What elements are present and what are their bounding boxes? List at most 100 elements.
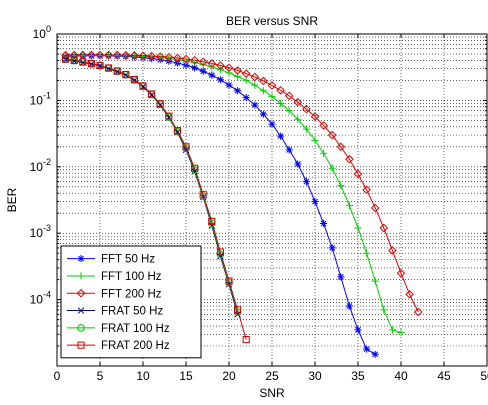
square-marker xyxy=(62,55,70,63)
y-tick-label-base: 10 xyxy=(30,93,44,107)
diamond-marker xyxy=(319,121,328,130)
legend-entry-label: FFT 200 Hz xyxy=(101,288,162,300)
square-marker xyxy=(216,248,224,256)
plus-marker xyxy=(302,125,310,133)
asterisk-marker xyxy=(345,302,353,310)
square-marker xyxy=(79,58,87,66)
chart-title: BER versus SNR xyxy=(226,14,318,28)
plus-marker xyxy=(242,76,250,85)
diamond-marker xyxy=(61,50,70,60)
legend-entry-label: FRAT 50 Hz xyxy=(101,306,163,318)
asterisk-marker xyxy=(277,132,285,140)
y-tick-label: 100 xyxy=(33,24,51,41)
axis-ticks xyxy=(56,34,488,366)
diamond-marker xyxy=(379,223,389,233)
plus-marker xyxy=(328,164,336,172)
asterisk-marker xyxy=(294,160,302,168)
x-axis-tick-labels: 0 5 10 15 20 25 30 35 40 45 50 xyxy=(54,369,488,383)
square-marker xyxy=(242,336,250,344)
x-tick-label: 25 xyxy=(265,369,279,383)
diamond-marker xyxy=(164,52,174,62)
diamond-marker xyxy=(267,81,277,90)
diamond-marker xyxy=(181,54,191,64)
asterisk-marker xyxy=(354,326,362,334)
asterisk-marker xyxy=(320,219,328,228)
plus-marker xyxy=(354,224,362,232)
square-marker xyxy=(182,143,190,151)
plus-marker xyxy=(182,57,190,65)
y-tick-label-exponent: -2 xyxy=(43,157,51,167)
x-tick-label: 50 xyxy=(480,369,488,383)
y-tick-label-base: 10 xyxy=(33,27,47,41)
asterisk-marker xyxy=(259,110,267,118)
asterisk-marker xyxy=(285,146,293,154)
square-marker xyxy=(77,341,85,349)
y-tick-label-exponent: 0 xyxy=(46,24,51,34)
legend-entry-label: FRAT 200 Hz xyxy=(101,340,170,352)
diamond-marker xyxy=(207,59,217,68)
diamond-marker xyxy=(224,63,234,73)
asterisk-marker xyxy=(199,67,207,75)
diamond-marker xyxy=(138,51,148,60)
asterisk-marker xyxy=(208,71,216,79)
x-tick-label: 5 xyxy=(97,369,104,383)
legend-box xyxy=(60,245,202,359)
diamond-marker xyxy=(336,142,346,152)
x-axis-label: SNR xyxy=(259,386,285,400)
plus-marker xyxy=(371,277,379,285)
legend-entry-label: FRAT 100 Hz xyxy=(101,323,170,335)
diamond-marker xyxy=(276,85,285,95)
diamond-marker xyxy=(345,154,354,164)
diamond-marker xyxy=(121,50,131,60)
x-tick-label: 10 xyxy=(136,369,150,383)
y-axis-label: BER xyxy=(5,187,19,212)
square-marker xyxy=(70,56,78,64)
diamond-marker xyxy=(310,112,320,121)
plus-marker xyxy=(380,306,388,314)
x-tick-label: 40 xyxy=(394,369,408,383)
plus-marker xyxy=(259,87,267,95)
asterisk-marker xyxy=(302,177,310,186)
plus-marker xyxy=(363,249,371,257)
asterisk-marker xyxy=(242,94,250,102)
x-tick-label: 45 xyxy=(437,369,451,383)
y-tick-label-exponent: -1 xyxy=(43,90,51,100)
diamond-marker xyxy=(241,69,251,78)
diamond-marker xyxy=(388,246,397,255)
diamond-marker xyxy=(173,53,182,63)
diamond-marker xyxy=(370,203,380,213)
plus-marker xyxy=(337,182,345,190)
asterisk-marker xyxy=(191,64,199,72)
plus-marker xyxy=(294,115,302,123)
diamond-marker xyxy=(405,290,414,299)
plus-marker xyxy=(251,81,259,89)
x-tick-label: 0 xyxy=(54,369,61,383)
x-tick-label: 20 xyxy=(222,369,236,383)
diamond-marker xyxy=(198,57,208,67)
asterisk-marker xyxy=(311,197,319,206)
square-marker xyxy=(191,164,199,172)
square-marker xyxy=(208,217,216,226)
square-marker xyxy=(130,75,138,84)
legend-entry-label: FFT 50 Hz xyxy=(101,254,155,266)
plus-marker xyxy=(225,69,233,77)
asterisk-marker xyxy=(363,345,371,353)
legend-entry-label: FFT 100 Hz xyxy=(101,271,162,283)
diamond-marker xyxy=(104,50,113,60)
series-line xyxy=(65,58,247,340)
x-marker xyxy=(122,71,130,79)
diamond-marker xyxy=(233,66,242,75)
diamond-marker xyxy=(130,51,139,60)
square-marker xyxy=(113,67,121,75)
square-marker xyxy=(225,277,233,285)
asterisk-marker xyxy=(234,87,242,95)
plus-marker xyxy=(77,272,85,280)
y-tick-label-base: 10 xyxy=(30,160,44,174)
square-marker xyxy=(173,127,181,135)
square-marker xyxy=(156,100,164,108)
diamond-marker xyxy=(147,51,156,61)
square-marker xyxy=(165,112,173,120)
y-tick-label-base: 10 xyxy=(30,226,44,240)
series-markers xyxy=(61,50,423,358)
